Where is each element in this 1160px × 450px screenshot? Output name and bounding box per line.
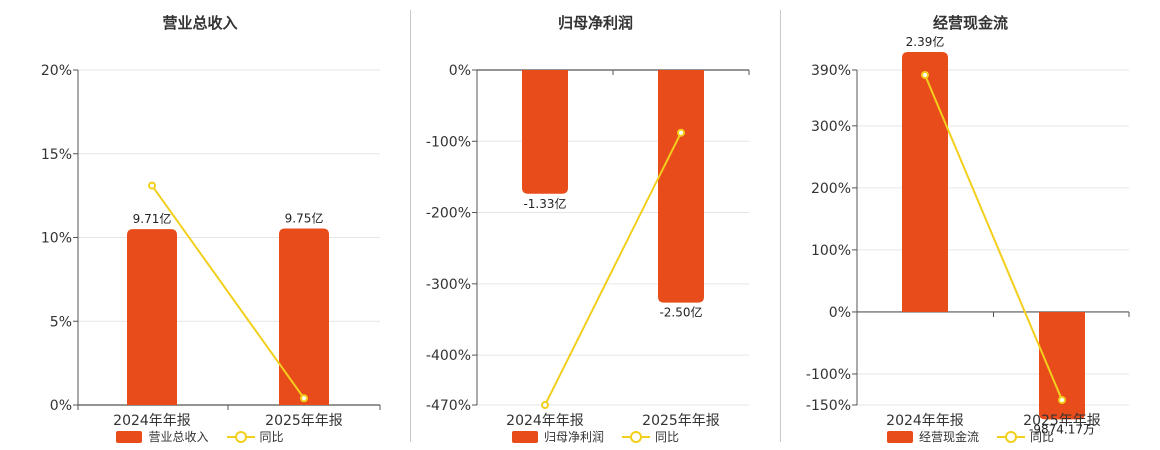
chart-title: 经营现金流 xyxy=(932,14,1008,32)
x-tick-label: 2024年年报 xyxy=(886,413,964,429)
y-tick-label: 20% xyxy=(41,63,72,79)
yoy-line xyxy=(544,132,682,406)
bar xyxy=(279,228,329,405)
chart-legend: 经营现金流 同比 xyxy=(781,428,1160,445)
y-tick-label: 300% xyxy=(811,119,851,135)
yoy-point xyxy=(541,401,549,409)
bar-data-label: 9.75亿 xyxy=(285,210,324,225)
y-tick-label: -100% xyxy=(806,367,851,383)
y-tick-label: -150% xyxy=(806,398,851,414)
yoy-point xyxy=(148,181,156,190)
legend-bar-label: 经营现金流 xyxy=(918,430,979,444)
x-tick-label: 2025年年报 xyxy=(642,413,720,429)
y-tick-label: -470% xyxy=(426,398,471,414)
bar-data-label: 9.71亿 xyxy=(133,211,172,226)
y-tick-label: 0% xyxy=(829,305,851,321)
x-tick-label: 2025年年报 xyxy=(1023,413,1101,429)
bar-data-label: -9874.17万 xyxy=(1029,422,1095,436)
cash-flow-chart: 390% 300% 200% 100% 0% -100% -150% 2.39亿 -9874.1… xyxy=(806,34,1130,436)
panel-divider xyxy=(780,10,781,442)
chart-title: 归母净利润 xyxy=(557,14,633,32)
x-tick-label: 2024年年报 xyxy=(506,413,584,429)
chart-legend: 营业总收入 同比 xyxy=(0,428,400,445)
yoy-line xyxy=(924,74,1063,401)
legend-line-swatch xyxy=(622,430,650,443)
x-tick-label: 2024年年报 xyxy=(113,413,191,429)
bar xyxy=(658,70,704,303)
x-tick-label: 2025年年报 xyxy=(265,413,343,429)
legend-bar-label: 归母净利润 xyxy=(543,430,604,444)
revenue-chart-panel: 营业总收入 0% 5% 10% 15% 20% 9.71亿 9.75亿 2024年年报 2025… xyxy=(0,0,400,450)
bar xyxy=(1039,311,1085,420)
y-tick-label: 10% xyxy=(41,231,72,247)
y-tick-label: -300% xyxy=(426,277,471,293)
legend-bar-swatch xyxy=(116,430,143,443)
y-tick-label: 15% xyxy=(41,147,72,163)
y-tick-label: -100% xyxy=(426,134,471,150)
legend-bar-swatch xyxy=(886,430,913,443)
y-tick-label: -200% xyxy=(426,206,471,222)
yoy-point xyxy=(1058,396,1066,405)
y-tick-label: 0% xyxy=(50,398,72,414)
bar-data-label: -1.33亿 xyxy=(523,196,566,211)
legend-bar-swatch xyxy=(511,430,538,443)
net-profit-chart: 0% -100% -200% -300% -400% -470% -1.33亿 -2.50亿 2… xyxy=(426,63,750,429)
y-tick-label: 100% xyxy=(811,243,851,259)
net-profit-chart-panel: 归母净利润 0% -100% -200% -300% -400% -470% -1.33亿 -… xyxy=(411,0,780,450)
y-tick-label: -400% xyxy=(426,348,471,364)
bar-data-label: -2.50亿 xyxy=(659,305,702,320)
legend-line-label: 同比 xyxy=(259,430,284,444)
bar xyxy=(902,51,948,312)
bar-data-label: 2.39亿 xyxy=(906,34,945,49)
yoy-point xyxy=(921,70,929,79)
legend-line-swatch xyxy=(997,430,1025,443)
panel-divider xyxy=(410,10,411,442)
yoy-point xyxy=(677,128,685,137)
chart-legend: 归母净利润 同比 xyxy=(411,428,780,445)
bar xyxy=(522,70,568,194)
revenue-chart: 0% 5% 10% 15% 20% 9.71亿 9.75亿 2024年年报 2025年年报 xyxy=(41,63,381,429)
legend-line-label: 同比 xyxy=(1030,430,1055,444)
y-tick-label: 390% xyxy=(811,63,851,79)
bar xyxy=(127,229,177,405)
legend-line-label: 同比 xyxy=(655,430,680,444)
yoy-point xyxy=(300,394,308,403)
y-tick-label: 5% xyxy=(50,314,72,330)
cash-flow-chart-panel: 经营现金流 390% 300% 200% 100% 0% -100% -150% 2.39亿 -… xyxy=(781,0,1160,450)
legend-bar-label: 营业总收入 xyxy=(148,430,209,444)
legend-line-swatch xyxy=(226,430,255,443)
y-tick-label: 200% xyxy=(811,181,851,197)
y-tick-label: 0% xyxy=(449,63,471,79)
yoy-line xyxy=(151,184,305,399)
chart-title: 营业总收入 xyxy=(162,14,238,32)
